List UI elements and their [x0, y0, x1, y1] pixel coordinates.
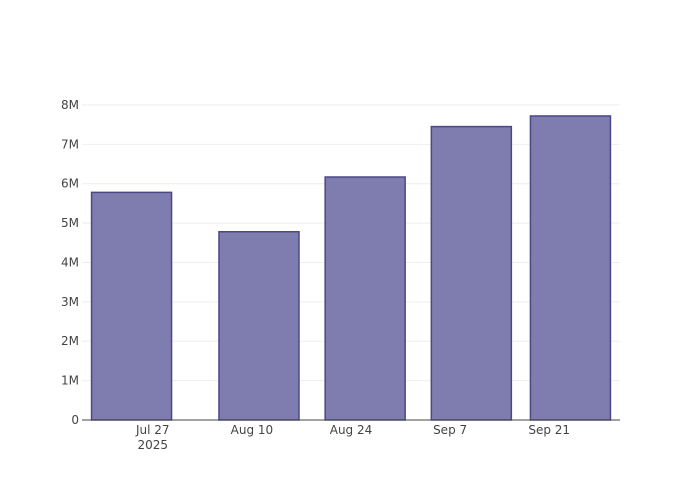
y-tick-label: 6M — [61, 177, 79, 191]
y-tick-label: 2M — [61, 334, 79, 348]
y-tick-label: 4M — [61, 255, 79, 269]
x-tick-label: Aug 10 — [231, 423, 274, 437]
y-tick-label: 1M — [61, 374, 79, 388]
y-tick-label: 7M — [61, 137, 79, 151]
bar — [218, 231, 300, 421]
bar — [324, 176, 406, 421]
x-tick-label: Sep 7 — [433, 423, 467, 437]
x-tick-label: Sep 21 — [528, 423, 570, 437]
y-tick-label: 5M — [61, 216, 79, 230]
y-tick-label: 8M — [61, 98, 79, 112]
x-tick-label: Aug 24 — [330, 423, 373, 437]
bar — [430, 125, 513, 421]
bar — [529, 115, 612, 421]
bar — [90, 191, 173, 421]
y-tick-label: 3M — [61, 295, 79, 309]
y-tick-label: 0 — [71, 413, 79, 427]
x-tick-label: Jul 27 2025 — [135, 423, 170, 452]
